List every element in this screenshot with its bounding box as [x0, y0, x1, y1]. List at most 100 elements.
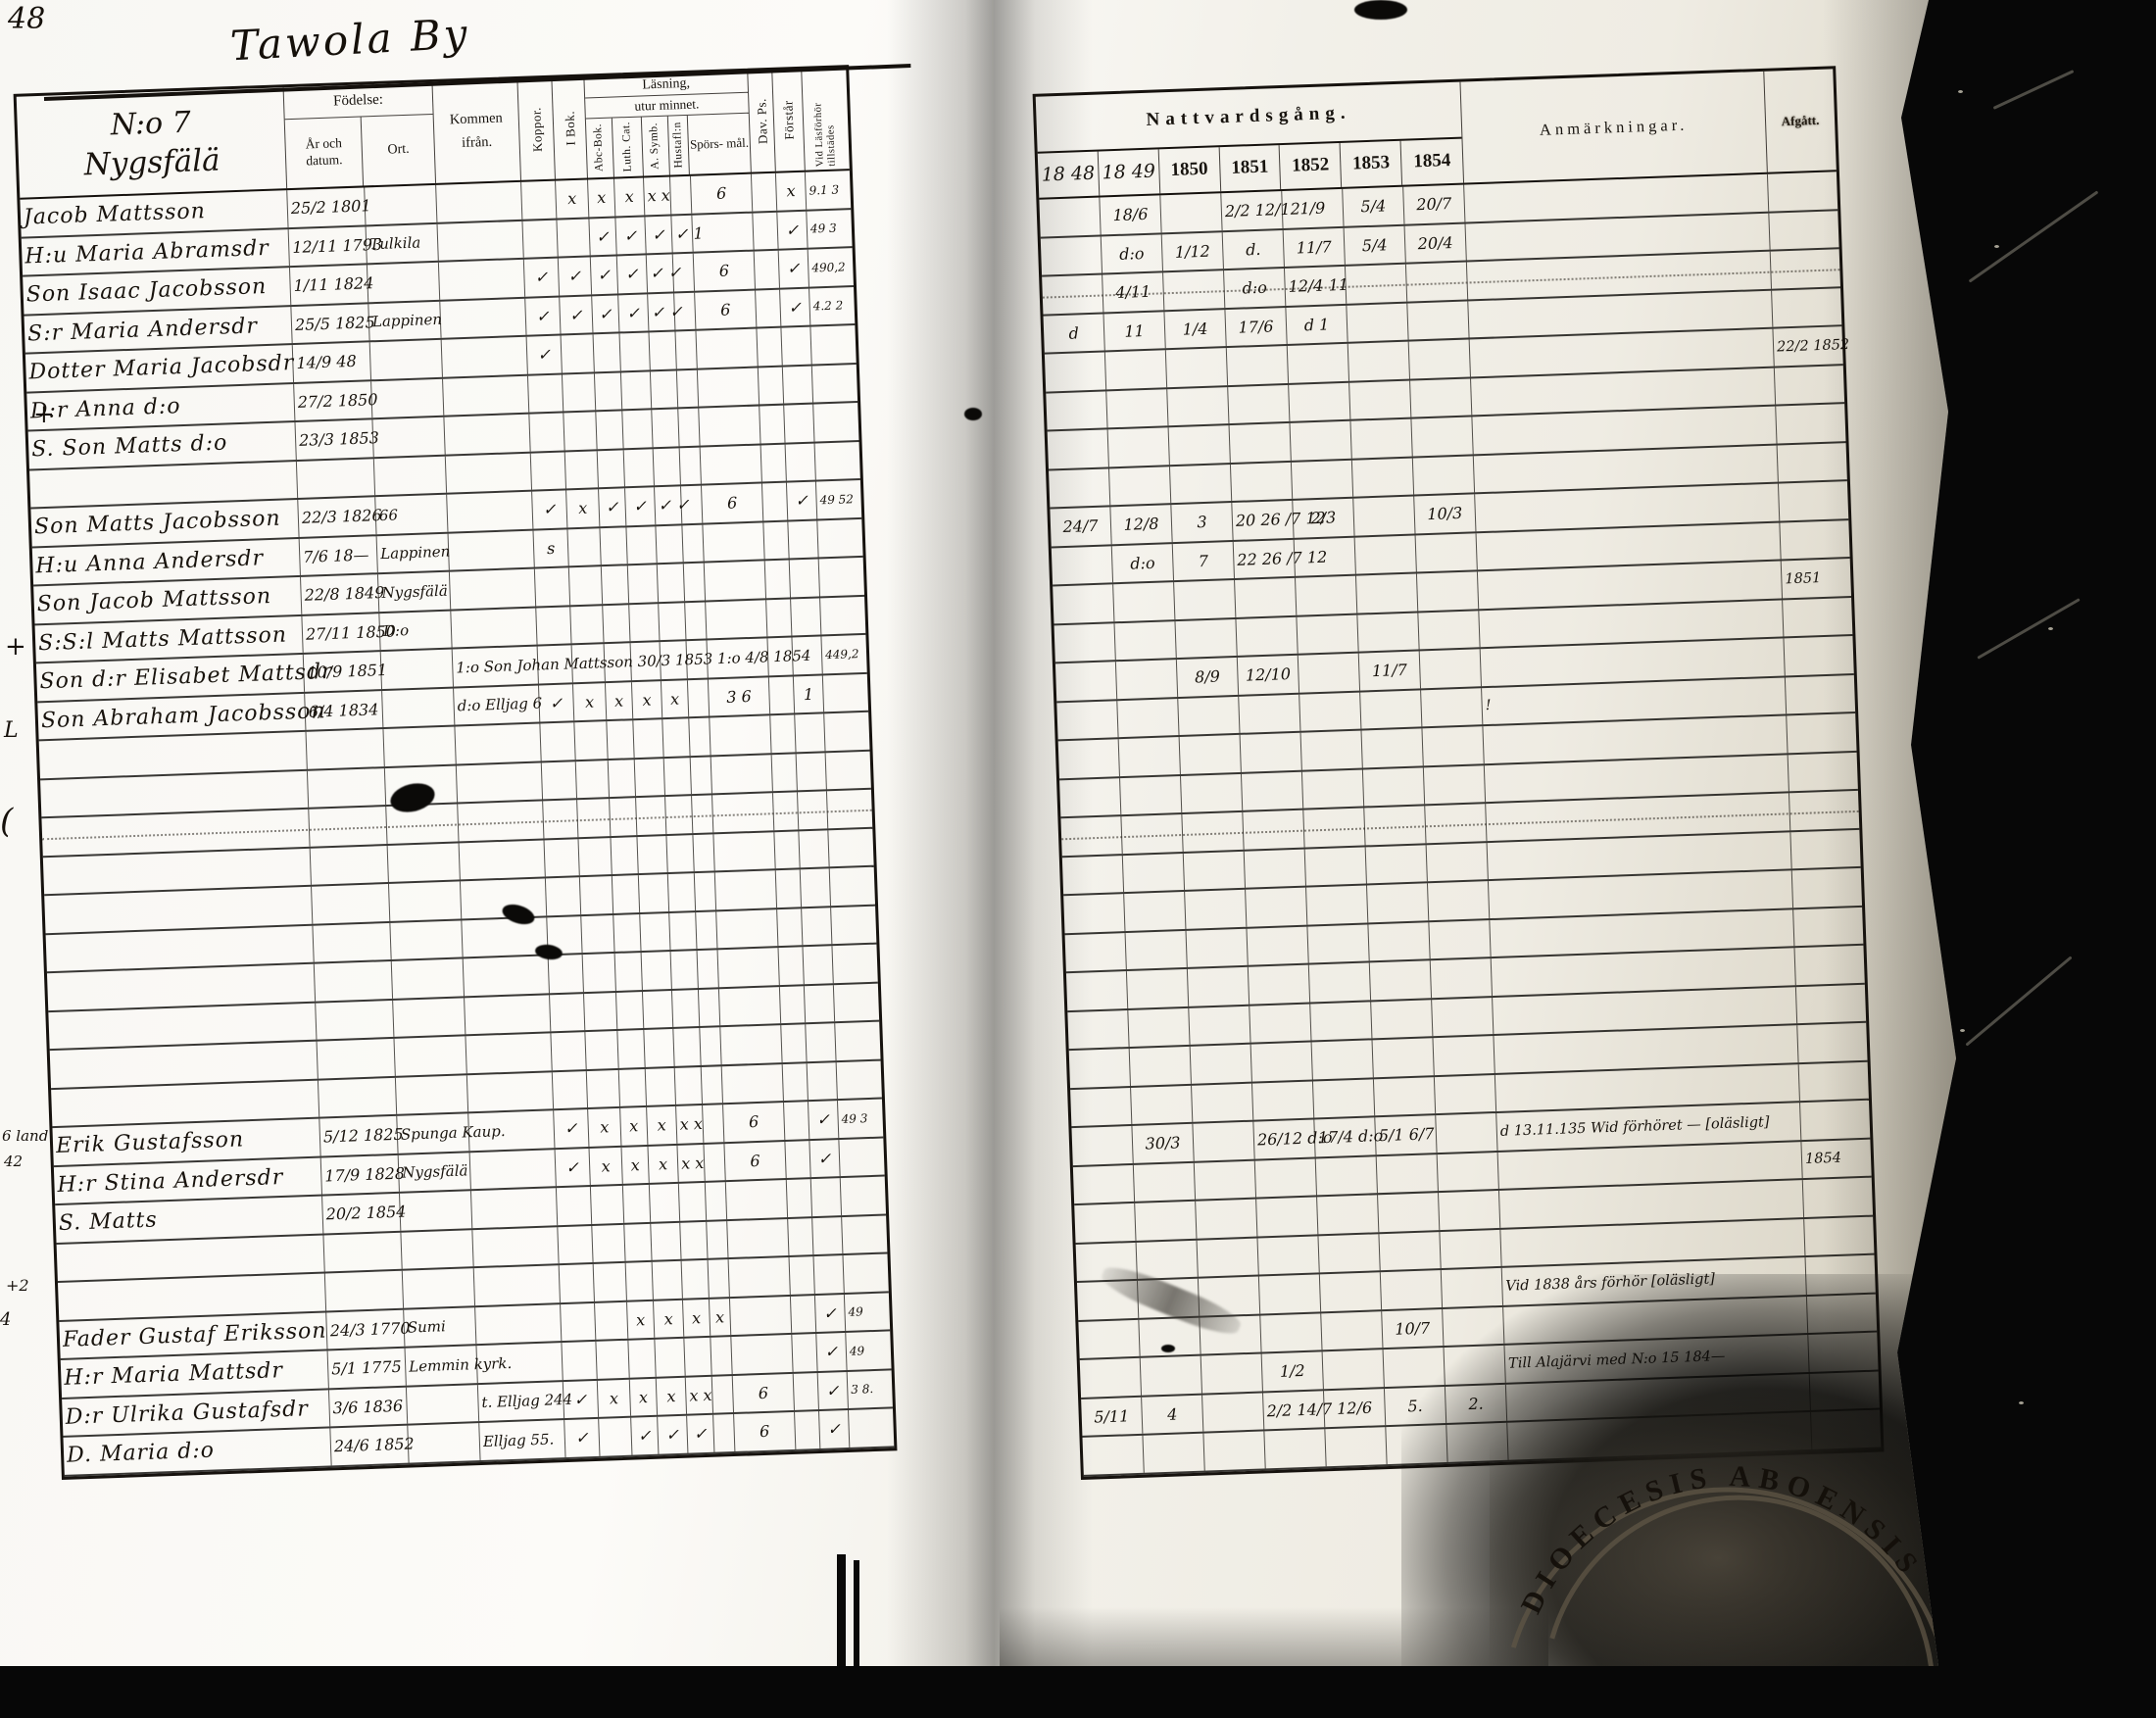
- cell-y4: [1239, 694, 1301, 733]
- cell-symb: [656, 524, 684, 564]
- cell-spors: [720, 1025, 783, 1064]
- cell-luth: x: [653, 1300, 685, 1338]
- cell-koppor: [540, 722, 576, 761]
- cell-y3: [1192, 1083, 1254, 1122]
- cell-y7: [1426, 842, 1489, 882]
- cell-y7: [1408, 339, 1471, 379]
- handwritten-entry: 2.: [1468, 1394, 1484, 1413]
- cell-hust: [704, 1143, 726, 1181]
- handwritten-entry: 9.1 3: [808, 182, 840, 198]
- cell-hust: [696, 910, 718, 950]
- cell-abc: [608, 759, 637, 798]
- cell-forstar: ✓: [809, 1139, 841, 1178]
- cell-forstar: [784, 404, 815, 443]
- cell-hust: [694, 872, 717, 910]
- cell-abc: [593, 333, 621, 371]
- cell-kommen: [459, 839, 546, 880]
- cell-symb: [681, 1259, 710, 1299]
- cell-spors: [721, 1063, 784, 1104]
- cell-ibok: [567, 527, 602, 566]
- cell-dav: [782, 1062, 808, 1102]
- cell-koppor: [544, 838, 580, 877]
- cell-ort: 66: [375, 494, 449, 534]
- margin-note: L: [4, 718, 19, 743]
- cell-abc: x: [588, 178, 616, 217]
- handwritten-entry: 4.2 2: [812, 298, 844, 314]
- cell-y4: [1258, 1274, 1322, 1314]
- cell-y4: [1240, 732, 1302, 772]
- cell-y2: [1122, 853, 1186, 893]
- cell-y4: [1247, 926, 1309, 965]
- handwritten-entry: 1: [803, 684, 814, 704]
- cell-ibok: x: [597, 1379, 632, 1417]
- cell-luth: [638, 874, 670, 912]
- archive-stamp: DIOECESIS ABOENSIS: [1510, 1434, 1952, 1666]
- cell-y6: 5.: [1384, 1386, 1447, 1426]
- cell-ort: [406, 1384, 480, 1424]
- cell-y4: 1/2: [1261, 1351, 1324, 1391]
- handwritten-entry: x x: [680, 1153, 705, 1173]
- cell-y6: [1376, 1154, 1439, 1194]
- cell-date: 27/2 1850: [294, 380, 378, 421]
- cell-y5: [1319, 1272, 1383, 1311]
- handwritten-entry: ✓: [665, 1425, 680, 1445]
- cell-luth: x: [647, 1105, 678, 1145]
- handwritten-entry: 22/3 1826: [301, 506, 382, 528]
- cell-forstar: [782, 366, 814, 404]
- cell-af: [1803, 1178, 1873, 1217]
- cell-y1: [1049, 467, 1111, 508]
- cell-abc: [618, 1068, 648, 1106]
- cell-luth: [627, 564, 660, 603]
- cell-date: 22/8 1849: [301, 574, 385, 614]
- book-spread-paper: Tawola By N:o 7 Nygsfälä Födelse: År och…: [0, 0, 1956, 1666]
- cell-dav: [788, 1217, 814, 1255]
- cell-hust: [705, 1182, 728, 1220]
- cell-dav: [785, 1140, 811, 1178]
- cell-hust: [685, 602, 708, 640]
- cell-vid: 3 8.: [848, 1370, 893, 1408]
- col-header-anmarkningar: Anmärkningar.: [1460, 71, 1768, 183]
- cell-date: 6/4 1834: [305, 690, 384, 730]
- cell-y5: [1291, 460, 1354, 499]
- cell-luth: [644, 1028, 675, 1067]
- handwritten-entry: t. Elljag 244: [481, 1391, 573, 1412]
- cell-hust: [676, 369, 700, 408]
- cell-y1: d: [1043, 313, 1105, 353]
- a-symb-label: A. Symb.: [647, 122, 662, 171]
- cell-af: [1804, 1216, 1874, 1255]
- cell-y2: [1135, 1201, 1198, 1241]
- year-column-header: 1852: [1280, 142, 1343, 190]
- handwritten-entry: 2/2 12/12: [1224, 199, 1301, 221]
- cell-y6: [1369, 960, 1433, 1000]
- cell-y4: [1248, 964, 1311, 1005]
- cell-spors: [717, 948, 780, 987]
- cell-dav: [775, 869, 803, 908]
- cell-abc: x: [627, 1301, 656, 1339]
- cell-koppor: [527, 373, 564, 413]
- cell-y7: [1441, 1267, 1504, 1307]
- right-page-table: Nattvardsgång. 18 48 18 49 1850 1851 1852 185…: [1032, 66, 1885, 1481]
- cell-ibok: [574, 721, 609, 760]
- cell-y7: [1422, 726, 1485, 765]
- col-header-hustafla: Hustafl:n: [667, 115, 691, 175]
- handwritten-entry: 24/7: [1062, 516, 1099, 537]
- cell-forstar: ✓: [778, 249, 809, 288]
- handwritten-entry: 22 26 /7 12: [1236, 547, 1328, 569]
- cell-af: [1799, 1061, 1869, 1101]
- cell-y1: [1078, 1319, 1141, 1358]
- cell-symb: [684, 1337, 712, 1376]
- handwritten-entry: ✓: [568, 305, 583, 324]
- handwritten-entry: 49 3: [809, 221, 837, 236]
- cell-af: [1788, 752, 1858, 791]
- cell-luth: ✓: [658, 1415, 689, 1454]
- cell-spors: [716, 908, 779, 949]
- cell-y1: [1053, 584, 1115, 623]
- cell-vid: [849, 1408, 894, 1447]
- cell-hust: [683, 563, 707, 601]
- cell-dav: [756, 289, 782, 327]
- cell-abc: x: [605, 681, 634, 720]
- cell-symb: [653, 447, 681, 486]
- handwritten-entry: d:o: [1242, 277, 1268, 298]
- cell-y3: [1168, 425, 1231, 465]
- cell-y3: [1196, 1199, 1258, 1239]
